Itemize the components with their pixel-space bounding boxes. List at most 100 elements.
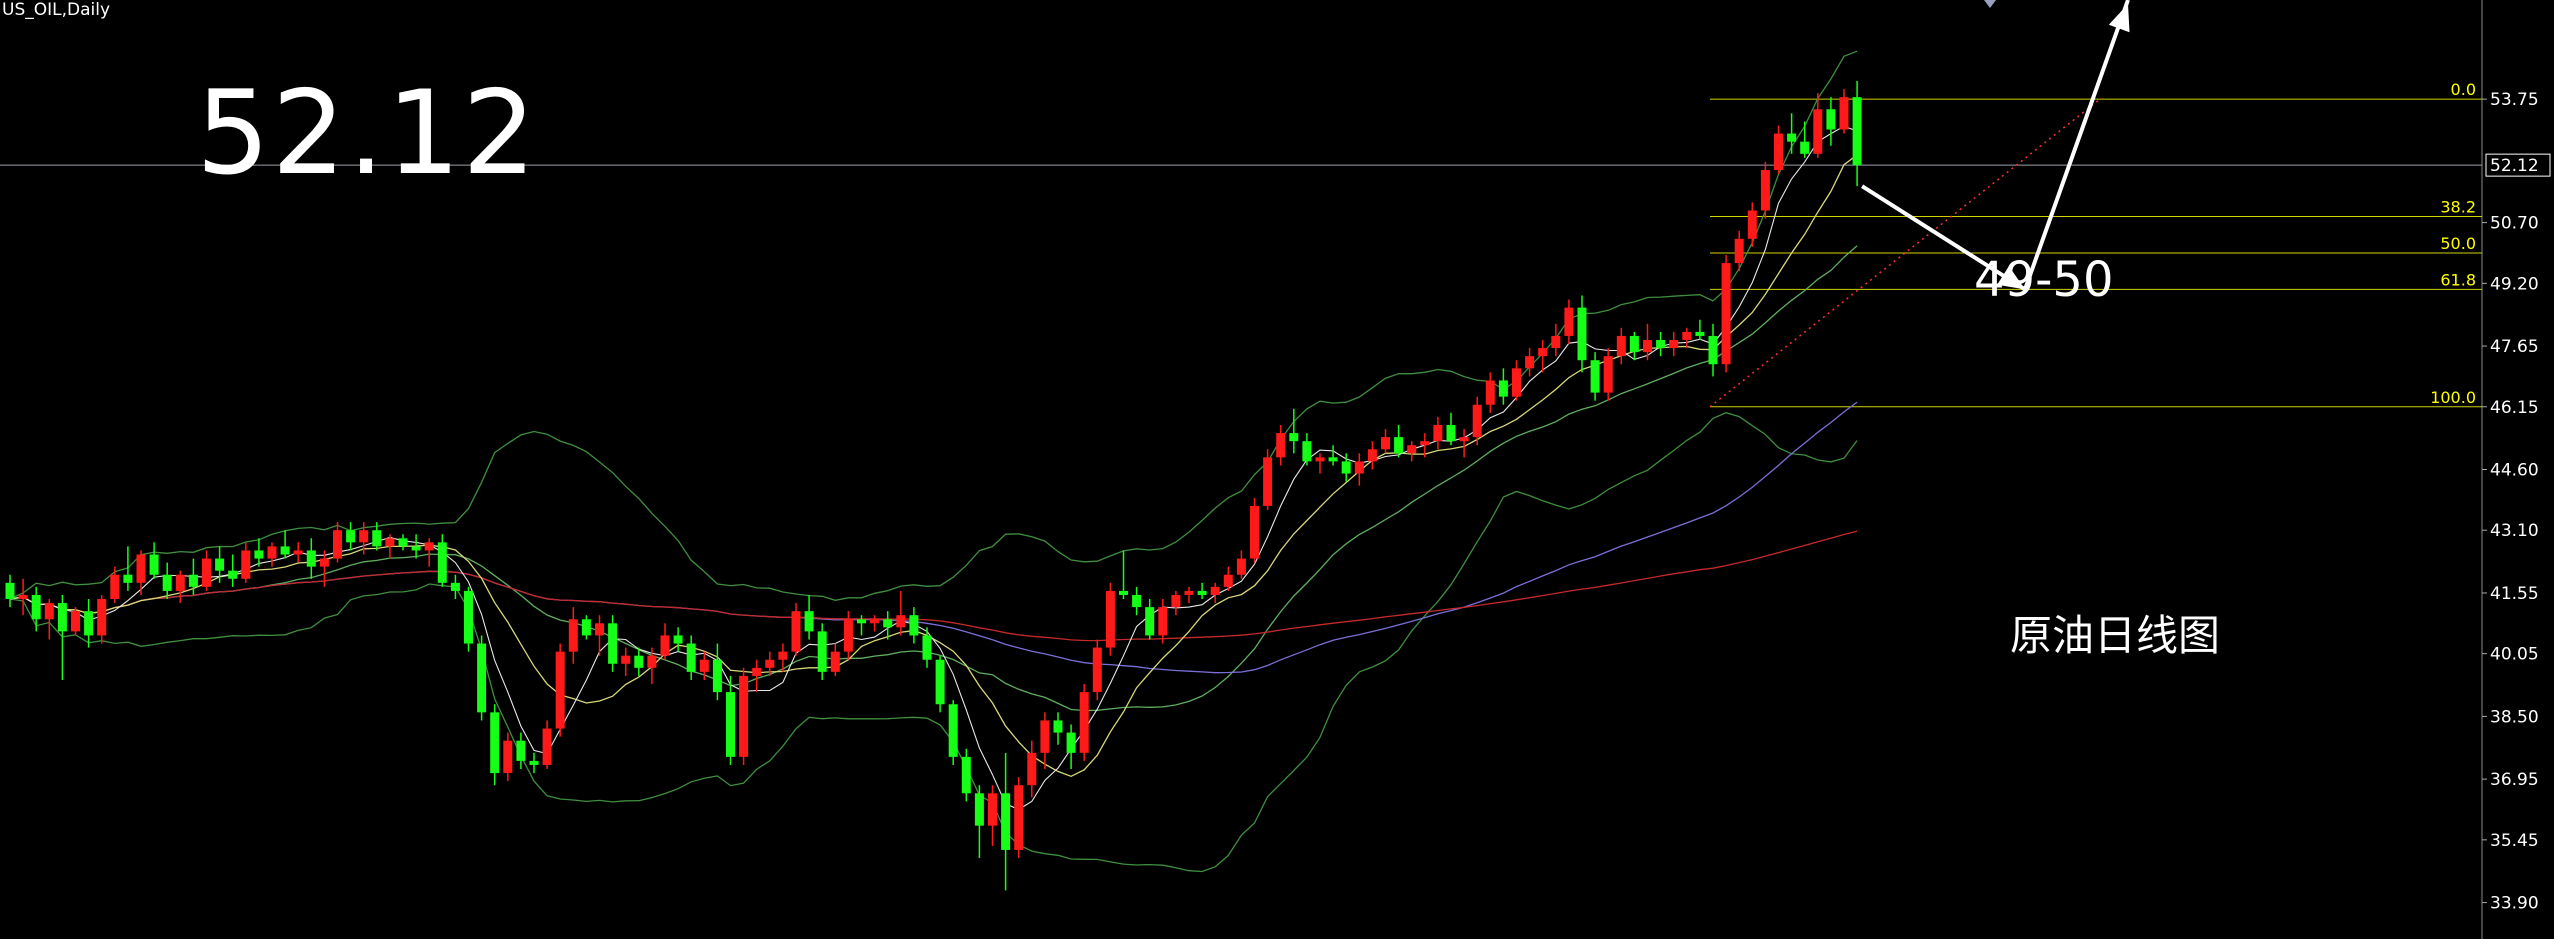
current-price-tag	[2485, 153, 2551, 177]
candle-body	[1787, 133, 1797, 142]
candle-body	[1145, 607, 1155, 636]
candle-body	[110, 574, 120, 600]
y-tick-label: 35.45	[2490, 831, 2539, 851]
candle-body	[595, 623, 604, 636]
candle-body	[1590, 360, 1600, 393]
candle-body	[1066, 732, 1076, 753]
ma10-line	[9, 154, 1858, 778]
candle-body	[1302, 441, 1312, 462]
candle-body	[1446, 424, 1456, 442]
candle-body	[896, 615, 906, 628]
candle-body	[1656, 339, 1666, 349]
candle-body	[175, 574, 185, 591]
candle-body	[1367, 449, 1377, 462]
candle-body	[870, 619, 880, 624]
projection-arrowhead-up	[2108, 4, 2130, 33]
candle-body	[1498, 380, 1508, 397]
candle-body	[1315, 457, 1325, 462]
candle-body	[1276, 433, 1286, 458]
candle-body	[961, 756, 971, 794]
candle-body	[477, 643, 487, 713]
candle-body	[162, 574, 172, 591]
candle-body	[1525, 356, 1535, 369]
candle-body	[1774, 133, 1783, 170]
chart-caption: 原油日线图	[2010, 611, 2221, 660]
candle-body	[1682, 331, 1692, 340]
current-price-display: 52.12	[196, 66, 539, 201]
candle-body	[1839, 97, 1849, 130]
candle-body	[97, 599, 107, 636]
candle-body	[44, 603, 54, 620]
candle-body	[1747, 210, 1757, 239]
candle-body	[1420, 441, 1430, 446]
candle-body	[1629, 335, 1639, 353]
candle-body	[503, 740, 513, 774]
candle-body	[1053, 720, 1063, 733]
candle-body	[1721, 263, 1731, 365]
candle-body	[1760, 169, 1770, 211]
candle-body	[529, 760, 539, 765]
candle-body	[319, 558, 329, 567]
candle-body	[1381, 437, 1390, 450]
candle-body	[1669, 339, 1679, 349]
candle-body	[739, 675, 749, 757]
symbol-timeframe-label: US_OIL,Daily	[2, 0, 111, 20]
candle-body	[1040, 720, 1050, 753]
candle-body	[1236, 558, 1246, 575]
candle-body	[188, 574, 198, 587]
candle-body	[660, 635, 670, 656]
candle-body	[1708, 335, 1718, 365]
candle-body	[791, 611, 801, 652]
ma60-line	[9, 401, 1858, 674]
candle-body	[450, 582, 460, 591]
projection-path	[1861, 0, 2130, 293]
candle-body	[1577, 307, 1587, 361]
y-tick-label: 53.75	[2490, 90, 2539, 110]
candle-body	[817, 631, 827, 672]
candle-body	[712, 659, 722, 693]
candle-body	[581, 619, 591, 636]
projection-arrowhead-down	[1997, 266, 2025, 290]
candle-body	[280, 546, 290, 555]
candle-body	[1105, 590, 1115, 648]
candle-body	[516, 740, 526, 761]
candle-body	[1394, 437, 1404, 454]
candle-body	[1001, 793, 1011, 850]
candle-body	[974, 793, 984, 826]
candle-body	[1800, 141, 1810, 154]
y-tick-label: 38.50	[2490, 707, 2539, 727]
candle-body	[673, 635, 683, 644]
candle-body	[1263, 457, 1273, 506]
candle-body	[1223, 574, 1233, 587]
candle-body	[267, 546, 277, 559]
candle-body	[1826, 109, 1836, 130]
target-range-annotation: 49-50	[1974, 252, 2114, 308]
ma120-line	[9, 530, 1858, 642]
candle-body	[634, 655, 644, 668]
candle-body	[1210, 586, 1220, 595]
candle-body	[1184, 590, 1194, 595]
y-tick-label: 33.90	[2490, 894, 2539, 914]
candle-body	[1197, 590, 1207, 595]
candle-body	[18, 594, 28, 600]
candle-body	[843, 619, 853, 652]
candle-body	[372, 530, 382, 547]
candle-body	[647, 655, 657, 668]
y-tick-label: 44.60	[2490, 461, 2539, 481]
candle-body	[883, 619, 893, 628]
bollinger-lower-band	[9, 412, 1858, 873]
candle-body	[1485, 380, 1495, 405]
candle-body	[621, 655, 631, 664]
candle-body	[1472, 404, 1482, 438]
drawing-marker	[1984, 0, 1996, 8]
candle-body	[1250, 505, 1259, 559]
candle-body	[699, 659, 709, 672]
candle-body	[542, 728, 552, 765]
y-tick-label: 40.05	[2490, 645, 2539, 665]
candle-body	[608, 623, 618, 664]
candle-body	[909, 615, 919, 636]
fib-level-label: 38.2	[2440, 198, 2476, 217]
candle-body	[948, 704, 958, 757]
candle-body	[1354, 461, 1364, 474]
